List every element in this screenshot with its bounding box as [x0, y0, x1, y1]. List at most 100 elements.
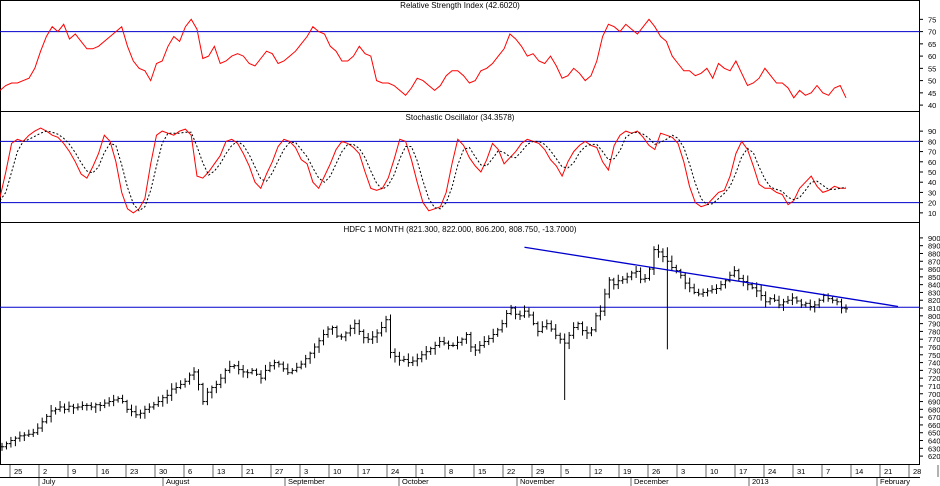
- price-tick-label: 740: [928, 359, 940, 368]
- price-tick-label: 770: [928, 335, 940, 344]
- day-label: 15: [478, 467, 486, 476]
- price-tick-label: 700: [928, 390, 940, 399]
- day-labels: 25 2 9 16 23 30 6 13 21 27 3 10 17 24 1 8 15 22 29 5 12 19 26 3…: [9, 465, 939, 477]
- day-label: 31: [797, 467, 805, 476]
- day-label: 14: [855, 467, 863, 476]
- price-tick-label: 650: [928, 429, 940, 438]
- day-label: 26: [652, 467, 660, 476]
- day-label: 7: [826, 467, 830, 476]
- day-label: 22: [507, 467, 515, 476]
- stochastic-title: Stochastic Oscillator (34.3578): [406, 113, 515, 122]
- day-label: 9: [72, 467, 76, 476]
- day-label: 3: [304, 467, 308, 476]
- rsi-tick-label: 70: [928, 28, 936, 37]
- price-title: HDFC 1 MONTH (821.300, 822.000, 806.200,…: [343, 225, 576, 234]
- price-tick-label: 710: [928, 382, 940, 391]
- day-label: 24: [391, 467, 399, 476]
- price-bars: [0, 244, 848, 451]
- price-tick-label: 750: [928, 351, 940, 360]
- month-label: August: [166, 477, 190, 486]
- rsi-title: Relative Strength Index (42.6020): [400, 1, 520, 10]
- price-y-axis: 6206306406506606706806907007107207307407…: [920, 234, 940, 461]
- price-tick-label: 760: [928, 343, 940, 352]
- price-tick-label: 670: [928, 413, 940, 422]
- day-label: 23: [130, 467, 138, 476]
- month-label: 2013: [752, 477, 769, 486]
- price-trendline-line: [524, 246, 899, 308]
- price-tick-label: 630: [928, 444, 940, 453]
- stochastic-tick-label: 20: [928, 199, 936, 208]
- price-tick-label: 800: [928, 312, 940, 321]
- price-tick-label: 860: [928, 265, 940, 274]
- day-label: 2: [43, 467, 47, 476]
- stochastic-signal-line: [0, 130, 847, 212]
- stochastic-line: [0, 127, 846, 214]
- month-label: October: [402, 477, 429, 486]
- day-label: 21: [884, 467, 892, 476]
- day-label: 3: [681, 467, 685, 476]
- day-label: 5: [565, 467, 569, 476]
- price-tick-label: 680: [928, 405, 940, 414]
- stochastic-reference-lines: [0, 140, 920, 204]
- day-label: 13: [217, 467, 225, 476]
- month-label: July: [42, 477, 56, 486]
- price-tick-label: 820: [928, 296, 940, 305]
- price-trendline: [524, 246, 899, 308]
- rsi-line: [0, 18, 847, 99]
- day-label: 17: [739, 467, 747, 476]
- stochastic-tick-label: 30: [928, 188, 936, 197]
- price-tick-label: 840: [928, 281, 940, 290]
- rsi-panel-frame: [0, 0, 920, 112]
- stochastic-tick-label: 80: [928, 137, 936, 146]
- price-tick-label: 830: [928, 288, 940, 297]
- day-label: 1: [420, 467, 424, 476]
- month-label: February: [880, 477, 910, 486]
- stochastic-tick-label: 70: [928, 148, 936, 157]
- day-label: 21: [246, 467, 254, 476]
- day-label: 10: [710, 467, 718, 476]
- day-label: 6: [188, 467, 192, 476]
- price-tick-label: 790: [928, 320, 940, 329]
- day-label: 10: [333, 467, 341, 476]
- price-tick-label: 880: [928, 249, 940, 258]
- price-tick-label: 690: [928, 398, 940, 407]
- date-axis: 25 2 9 16 23 30 6 13 21 27 3 10 17 24 1 8 15 22 29 5 12 19 26 3…: [0, 465, 939, 486]
- price-panel-frame: [0, 222, 920, 465]
- price-tick-label: 720: [928, 374, 940, 383]
- month-label: December: [634, 477, 669, 486]
- rsi-tick-label: 60: [928, 52, 936, 61]
- price-tick-label: 870: [928, 257, 940, 266]
- stochastic-tick-label: 50: [928, 168, 936, 177]
- rsi-y-axis: 40 45 50 55 60 65 70 75: [920, 15, 936, 110]
- day-label: 29: [536, 467, 544, 476]
- stochastic-panel-frame: [0, 111, 920, 223]
- rsi-series: [0, 18, 847, 99]
- day-label: 24: [768, 467, 776, 476]
- day-label: 17: [362, 467, 370, 476]
- price-tick-label: 780: [928, 327, 940, 336]
- rsi-tick-label: 45: [928, 89, 936, 98]
- price-tick-label: 620: [928, 452, 940, 461]
- price-tick-label: 810: [928, 304, 940, 313]
- rsi-tick-label: 65: [928, 40, 936, 49]
- price-tick-label: 660: [928, 421, 940, 430]
- day-label: 12: [594, 467, 602, 476]
- month-label: November: [520, 477, 555, 486]
- stochastic-tick-label: 40: [928, 178, 936, 187]
- price-tick-label: 850: [928, 273, 940, 282]
- price-tick-label: 900: [928, 234, 940, 243]
- stochastic-tick-label: 90: [928, 127, 936, 136]
- price-tick-label: 890: [928, 242, 940, 251]
- rsi-tick-label: 75: [928, 15, 936, 24]
- day-label: 27: [275, 467, 283, 476]
- rsi-tick-label: 55: [928, 64, 936, 73]
- price-tick-label: 640: [928, 437, 940, 446]
- month-labels: July August September October November Decemb…: [38, 477, 910, 486]
- day-label: 16: [101, 467, 109, 476]
- day-label: 8: [449, 467, 453, 476]
- day-label: 25: [14, 467, 22, 476]
- price-tick-label: 730: [928, 366, 940, 375]
- stochastic-tick-label: 60: [928, 158, 936, 167]
